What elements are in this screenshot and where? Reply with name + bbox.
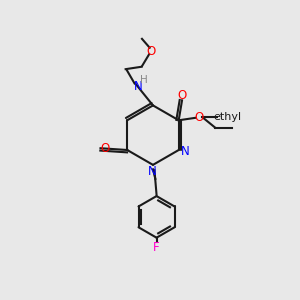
Text: O: O [194,111,203,124]
Text: F: F [153,241,160,254]
Text: O: O [146,45,155,58]
Text: O: O [100,142,110,155]
Text: N: N [134,80,142,94]
Text: N: N [148,165,157,178]
Text: ethyl: ethyl [213,112,241,122]
Text: O: O [178,89,187,102]
Text: H: H [140,76,148,85]
Text: N: N [181,145,190,158]
